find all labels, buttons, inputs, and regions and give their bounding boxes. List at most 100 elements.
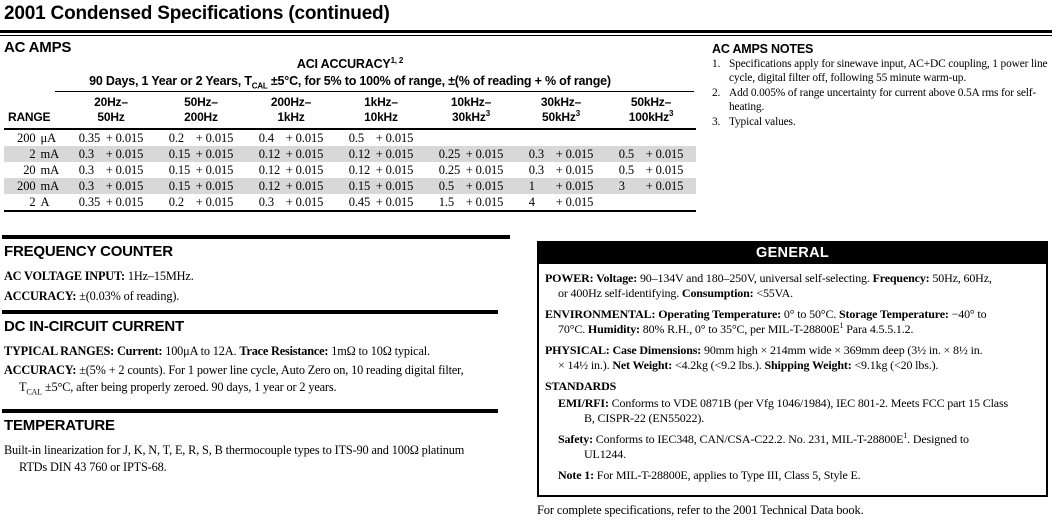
- general-physical: PHYSICAL: Case Dimensions: 90mm high × 2…: [545, 343, 983, 372]
- value-cell: 0.25 + 0.015: [438, 163, 504, 177]
- value-cell: 0.12 + 0.015: [348, 163, 414, 177]
- table-subtitle-rule: [55, 91, 694, 92]
- general-box-content: POWER: Voltage: 90–134V and 180–250V, un…: [539, 264, 1046, 483]
- general-emi-rfi: EMI/RFI: Conforms to VDE 0871B (per Vfg …: [558, 396, 1008, 425]
- value-cell: 0.3 + 0.015: [66, 146, 156, 162]
- value-cell: 0.15 + 0.015: [156, 146, 246, 162]
- note-text: Typical values.: [729, 116, 796, 128]
- note-text: heating.: [729, 100, 765, 113]
- value-cell: 0.12 + 0.015: [258, 163, 324, 177]
- value-cell: 1.5 + 0.015: [426, 194, 516, 212]
- general-power: POWER: Voltage: 90–134V and 180–250V, un…: [545, 271, 992, 300]
- section-rule: [2, 235, 510, 239]
- general-box: GENERAL POWER: Voltage: 90–134V and 180–…: [537, 241, 1048, 497]
- table-title: ACI ACCURACY1, 2: [4, 55, 696, 71]
- table-header-row: RANGE 20Hz– 50Hz 50Hz– 200Hz 200Hz– 1kHz 1k…: [4, 93, 696, 130]
- range-cell: 200 μA: [17, 131, 57, 145]
- value-cell: 0.5 + 0.015: [426, 178, 516, 194]
- value-cell: 0.25 + 0.015: [426, 146, 516, 162]
- column-header: 50Hz– 200Hz: [156, 93, 246, 130]
- value-cell: 0.3 + 0.015: [246, 194, 336, 212]
- range-cell: 200 mA: [4, 178, 66, 194]
- value-cell: 4 + 0.015: [516, 194, 606, 212]
- value-cell: 0.3 + 0.015: [516, 146, 606, 162]
- section-heading-ac-amps: AC AMPS: [4, 39, 72, 56]
- range-cell: 20 mA: [23, 163, 60, 177]
- table-row: 200 mA 0.3 + 0.015 0.15 + 0.015 0.12 + 0.015…: [4, 178, 696, 194]
- list-item: 3. Typical values.: [712, 116, 1056, 130]
- general-environmental: ENVIRONMENTAL: Operating Temperature: 0°…: [545, 307, 987, 336]
- value-cell: 0.2 + 0.015: [156, 194, 246, 212]
- column-header: 50kHz– 100kHz3: [606, 93, 696, 130]
- value-cell: 0.5 + 0.015: [606, 146, 696, 162]
- table-subtitle: 90 Days, 1 Year or 2 Years, TCAL ±5°C, f…: [4, 74, 696, 91]
- section-heading-dc-in-circuit: DC IN-CIRCUIT CURRENT: [4, 318, 184, 335]
- note-text: Specifications apply for sinewave input,…: [729, 58, 1048, 70]
- value-cell: 0.3 + 0.015: [66, 178, 156, 194]
- value-cell: 0.15 + 0.015: [168, 163, 234, 177]
- column-header-range: RANGE: [4, 93, 66, 130]
- value-cell: [606, 129, 696, 146]
- section-heading-ac-amps-notes: AC AMPS NOTES: [712, 42, 814, 56]
- general-standards-label: STANDARDS: [545, 379, 617, 393]
- general-box-header: GENERAL: [539, 243, 1046, 264]
- value-cell: 3 + 0.015: [606, 178, 696, 194]
- temperature-text: Built-in linearization for J, K, N, T, E…: [4, 443, 465, 474]
- list-item: 1. Specifications apply for sinewave inp…: [712, 58, 1056, 85]
- section-heading-temperature: TEMPERATURE: [4, 417, 115, 434]
- value-cell: 0.15 + 0.015: [336, 178, 426, 194]
- column-header: 30kHz– 50kHz3: [516, 93, 606, 130]
- value-cell: 0.5 + 0.015: [348, 131, 414, 145]
- note-number: 1.: [712, 58, 721, 70]
- table-subtitle-t2: ±5°C, for 5% to 100% of range, ±(% of re…: [267, 74, 611, 88]
- column-header: 200Hz– 1kHz: [246, 93, 336, 130]
- note-text: cycle, digital filter off, following 55 …: [729, 71, 967, 84]
- aci-accuracy-table: RANGE 20Hz– 50Hz 50Hz– 200Hz 200Hz– 1kHz 1k…: [4, 93, 696, 212]
- table-title-text: ACI ACCURACY: [296, 57, 391, 71]
- value-cell: 0.12 + 0.015: [336, 146, 426, 162]
- value-cell: [606, 194, 696, 212]
- section-rule: [2, 310, 498, 314]
- section-rule: [2, 409, 498, 413]
- general-note1: Note 1: For MIL-T-28800E, applies to Typ…: [558, 468, 861, 482]
- value-cell: 0.15 + 0.015: [156, 178, 246, 194]
- table-subtitle-sub: CAL: [251, 81, 268, 91]
- value-cell: [516, 129, 606, 146]
- value-cell: 0.4 + 0.015: [258, 131, 324, 145]
- list-item: 2. Add 0.005% of range uncertainty for c…: [712, 87, 1056, 114]
- note-text: Add 0.005% of range uncertainty for curr…: [729, 87, 1037, 99]
- value-cell: 0.5 + 0.015: [618, 163, 684, 177]
- dc-typical-ranges: TYPICAL RANGES: Current: 100μA to 12A. T…: [4, 344, 430, 358]
- table-subtitle-t1: 90 Days, 1 Year or 2 Years, T: [89, 74, 252, 88]
- value-cell: 0.2 + 0.015: [168, 131, 234, 145]
- column-header: 1kHz– 10kHz: [336, 93, 426, 130]
- value-cell: 0.35 + 0.015: [78, 131, 144, 145]
- column-header: 20Hz– 50Hz: [66, 93, 156, 130]
- table-row: 2 mA 0.3 + 0.015 0.15 + 0.015 0.12 + 0.015 0…: [4, 146, 696, 162]
- value-cell: [426, 129, 516, 146]
- dc-accuracy: ACCURACY: ±(5% + 2 counts). For 1 power …: [4, 363, 464, 397]
- frequency-counter-input: AC VOLTAGE INPUT: 1Hz–15MHz.: [4, 269, 194, 283]
- general-safety: Safety: Conforms to IEC348, CAN/CSA-C22.…: [558, 431, 969, 462]
- value-cell: 0.3 + 0.015: [78, 163, 144, 177]
- value-cell: 0.45 + 0.015: [336, 194, 426, 212]
- value-cell: 0.12 + 0.015: [246, 178, 336, 194]
- value-cell: 0.35 + 0.015: [66, 194, 156, 212]
- table-row: 20 mA 0.3 + 0.015 0.15 + 0.015 0.12 + 0.015 …: [4, 162, 696, 178]
- table-row: 200 μA 0.35 + 0.015 0.2 + 0.015 0.4 + 0.015 …: [4, 129, 696, 146]
- title-rule-thin: [0, 35, 1052, 36]
- footer-note: For complete specifications, refer to th…: [537, 503, 864, 517]
- note-number: 3.: [712, 116, 721, 128]
- page-title: 2001 Condensed Specifications (continued…: [4, 3, 390, 24]
- note-number: 2.: [712, 87, 721, 99]
- value-cell: 0.3 + 0.015: [528, 163, 594, 177]
- title-rule-thick: [0, 30, 1052, 33]
- ac-amps-notes-list: 1. Specifications apply for sinewave inp…: [712, 58, 1056, 132]
- table-title-sup: 1, 2: [390, 55, 404, 65]
- column-header: 10kHz– 30kHz3: [426, 93, 516, 130]
- value-cell: 1 + 0.015: [516, 178, 606, 194]
- section-heading-frequency-counter: FREQUENCY COUNTER: [4, 243, 173, 260]
- aci-accuracy-table-block: ACI ACCURACY1, 2 90 Days, 1 Year or 2 Ye…: [4, 55, 696, 212]
